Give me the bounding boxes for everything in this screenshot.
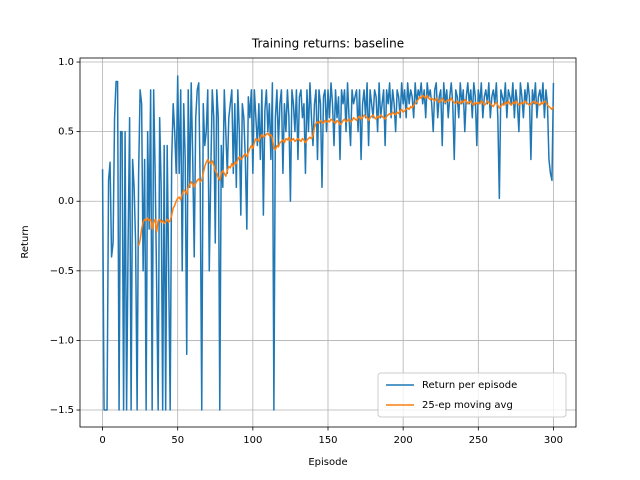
x-tick-label: 100 (243, 435, 262, 446)
y-tick-label: 1.0 (58, 57, 74, 68)
x-tick-label: 200 (394, 435, 413, 446)
x-tick-label: 150 (318, 435, 337, 446)
ticks: 0 50 100 150 200 250 300 −1.5 −1.0 −0.5 0.0 0.5 1.0 (50, 57, 563, 446)
x-tick-label: 250 (469, 435, 488, 446)
legend-box (377, 372, 567, 418)
chart-title: Training returns: baseline (251, 37, 404, 51)
series-line (101, 75, 555, 411)
y-axis-label: Return (20, 225, 31, 258)
x-axis-label: Episode (308, 457, 347, 468)
legend-label: 25-ep moving avg (422, 400, 513, 411)
y-tick-label: −1.0 (50, 335, 74, 346)
plot-lines (101, 75, 555, 411)
x-tick-label: 0 (99, 435, 105, 446)
x-tick-label: 300 (544, 435, 563, 446)
x-tick-label: 50 (171, 435, 184, 446)
series-line (137, 94, 555, 246)
legend-label: Return per episode (422, 380, 517, 391)
y-tick-label: 0.0 (58, 196, 74, 207)
y-tick-label: −1.5 (50, 405, 74, 416)
y-tick-label: −0.5 (50, 266, 74, 277)
legend: Return per episode 25-ep moving avg (377, 372, 567, 418)
y-tick-label: 0.5 (58, 127, 74, 138)
